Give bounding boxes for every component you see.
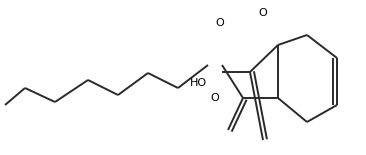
Text: O: O <box>259 8 268 18</box>
Text: O: O <box>210 93 219 103</box>
Text: O: O <box>216 18 224 28</box>
Text: HO: HO <box>190 78 207 88</box>
